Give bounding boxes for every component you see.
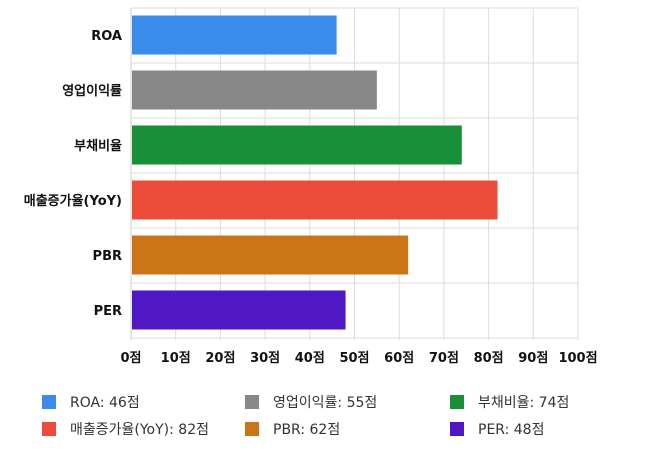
legend-item[interactable]: 부채비율: 74점 (450, 392, 569, 412)
bar (132, 70, 377, 110)
legend-swatch (245, 422, 259, 436)
legend-item[interactable]: PBR: 62점 (245, 419, 340, 439)
bar (132, 290, 346, 330)
x-tick-label: 80점 (474, 351, 504, 366)
category-label: ROA (91, 29, 122, 44)
category-label: 영업이익률 (62, 83, 122, 99)
x-tick-label: 10점 (161, 351, 191, 366)
bar (132, 125, 462, 165)
grid-lines (130, 7, 579, 340)
x-tick-label: 100점 (558, 351, 597, 366)
bar (132, 235, 409, 275)
legend-swatch (42, 395, 56, 409)
legend-swatch (450, 422, 464, 436)
legend-label: 매출증가율(YoY): 82점 (70, 422, 209, 438)
category-label: 부채비율 (74, 138, 122, 154)
legend-label: PER: 48점 (478, 422, 545, 438)
category-label: PER (94, 304, 122, 319)
x-tick-label: 0점 (120, 351, 141, 366)
legend-item[interactable]: 영업이익률: 55점 (245, 392, 377, 412)
x-tick-label: 30점 (250, 351, 280, 366)
x-tick-label: 40점 (295, 351, 325, 366)
category-label: 매출증가율(YoY) (24, 193, 122, 209)
legend-swatch (42, 422, 56, 436)
legend-label: 부채비율: 74점 (478, 395, 570, 411)
x-tick-label: 60점 (384, 351, 414, 366)
x-tick-label: 90점 (518, 351, 548, 366)
legend-swatch (450, 395, 464, 409)
bars (132, 15, 498, 330)
bar (132, 15, 337, 55)
legend-item[interactable]: 매출증가율(YoY): 82점 (42, 419, 209, 439)
x-tick-label: 50점 (339, 351, 369, 366)
legend-label: PBR: 62점 (273, 422, 341, 438)
bar (132, 180, 498, 220)
legend-item[interactable]: PER: 48점 (450, 419, 544, 439)
x-tick-label: 20점 (205, 351, 235, 366)
legend-label: ROA: 46점 (70, 395, 140, 411)
x-tick-label: 70점 (429, 351, 459, 366)
category-label: PBR (93, 249, 122, 264)
legend-label: 영업이익률: 55점 (273, 395, 378, 411)
legend-item[interactable]: ROA: 46점 (42, 392, 140, 412)
legend-swatch (245, 395, 259, 409)
x-axis-tick-labels: 0점 10점 20점 30점 40점 50점 60점 70점 80점 90점 100점 (120, 351, 597, 366)
